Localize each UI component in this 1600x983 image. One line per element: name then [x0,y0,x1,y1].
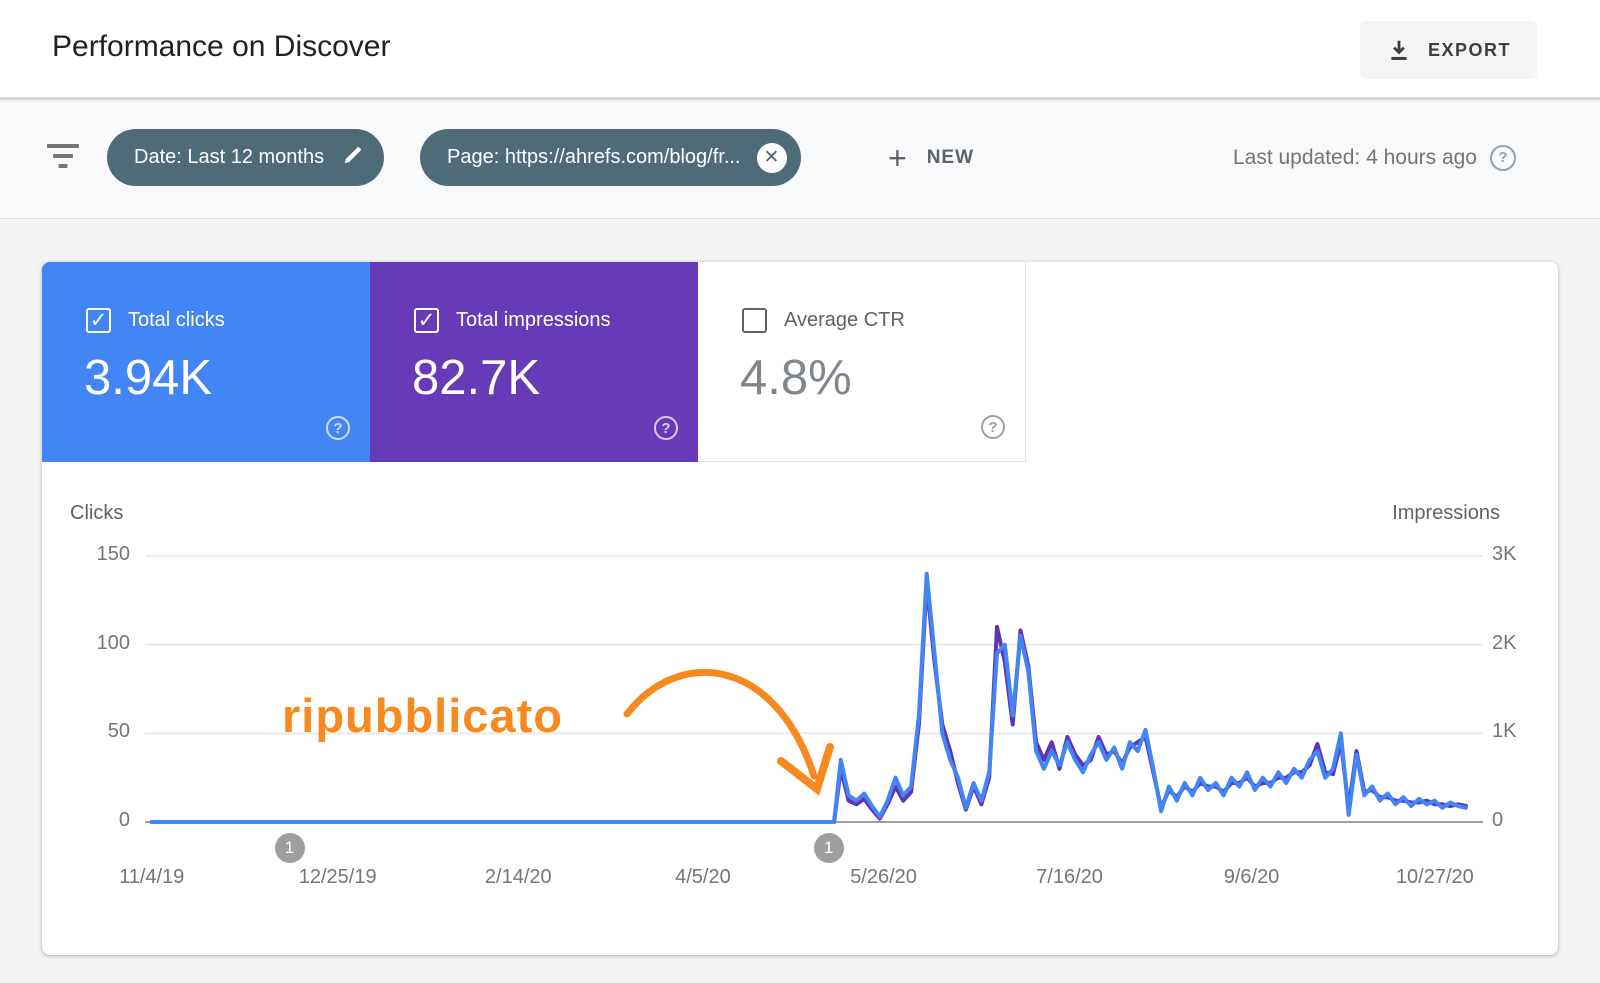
x-axis-label: 12/25/19 [298,866,377,888]
metric-cards-row: Total clicks 3.94K ? Total impressions 8… [42,262,1026,462]
date-chip-label: Date: Last 12 months [134,146,325,168]
remove-filter-icon[interactable]: ✕ [756,142,787,173]
help-icon[interactable]: ? [981,415,1005,439]
right-axis-title: Impressions [1392,502,1500,524]
left-axis-tick-label: 100 [96,631,130,654]
chart-plot-area[interactable] [42,462,1558,955]
total-clicks-card[interactable]: Total clicks 3.94K ? [42,262,370,462]
filter-bar: Date: Last 12 months Page: https://ahref… [0,103,1600,219]
left-axis-tick-label: 50 [107,720,130,743]
date-filter-chip[interactable]: Date: Last 12 months [107,129,385,186]
page-header: Performance on Discover EXPORT [0,0,1600,100]
right-axis-tick-label: 2K [1492,631,1517,654]
x-axis-label: 2/14/20 [484,866,552,888]
right-axis-tick-label: 1K [1492,720,1517,743]
x-axis-label: 7/16/20 [1036,866,1103,888]
download-icon [1386,37,1412,63]
total-impressions-value: 82.7K [412,351,541,405]
average-ctr-value: 4.8% [740,351,852,405]
total-impressions-label: Total impressions [456,309,611,331]
filter-list-icon[interactable] [46,144,80,170]
help-icon[interactable]: ? [654,416,678,440]
total-impressions-card[interactable]: Total impressions 82.7K ? [370,262,698,462]
page-filter-chip[interactable]: Page: https://ahrefs.com/blog/fr... ✕ [420,129,801,186]
new-filter-button[interactable]: + NEW [888,129,974,186]
x-axis-label: 11/4/19 [119,866,185,888]
new-label: NEW [926,146,975,168]
total-clicks-value: 3.94K [84,351,213,405]
average-ctr-card[interactable]: Average CTR 4.8% ? [698,262,1026,462]
ripubblicato-annotation: ripubblicato [282,689,563,742]
annotation-arrow [623,668,834,796]
left-axis-tick-label: 0 [118,809,130,831]
edit-pencil-icon [342,144,364,172]
x-axis-label: 9/6/20 [1223,866,1280,888]
export-label: EXPORT [1427,39,1511,60]
page-chip-label: Page: https://ahrefs.com/blog/fr... [447,146,741,168]
total-clicks-label: Total clicks [128,309,225,331]
total-clicks-checkbox[interactable] [86,308,111,333]
total-impressions-checkbox[interactable] [414,308,439,333]
help-icon[interactable]: ? [326,416,350,440]
page-title: Performance on Discover [52,30,391,63]
right-axis-tick-label: 0 [1492,809,1504,831]
x-axis-label: 4/5/20 [675,866,731,888]
report-panel: Total clicks 3.94K ? Total impressions 8… [42,262,1558,955]
performance-chart[interactable]: Clicks Impressions ripubblicato 150 3K 100… [42,462,1558,955]
x-axis-label: 5/26/20 [850,866,917,888]
annotation-marker-badge[interactable]: 1 [813,833,844,863]
average-ctr-checkbox[interactable] [742,308,767,333]
average-ctr-label: Average CTR [784,309,905,331]
right-axis-tick-label: 3K [1492,543,1517,565]
annotation-marker-badge[interactable]: 1 [274,833,305,863]
plus-icon: + [888,139,907,176]
left-axis-title: Clicks [70,502,124,524]
help-icon[interactable]: ? [1490,144,1516,171]
export-button[interactable]: EXPORT [1359,21,1537,79]
x-axis-label: 10/27/20 [1395,866,1474,888]
last-updated-text: Last updated: 4 hours ago [1232,145,1477,169]
left-axis-tick-label: 150 [96,543,130,565]
last-updated: Last updated: 4 hours ago ? [1233,129,1516,186]
